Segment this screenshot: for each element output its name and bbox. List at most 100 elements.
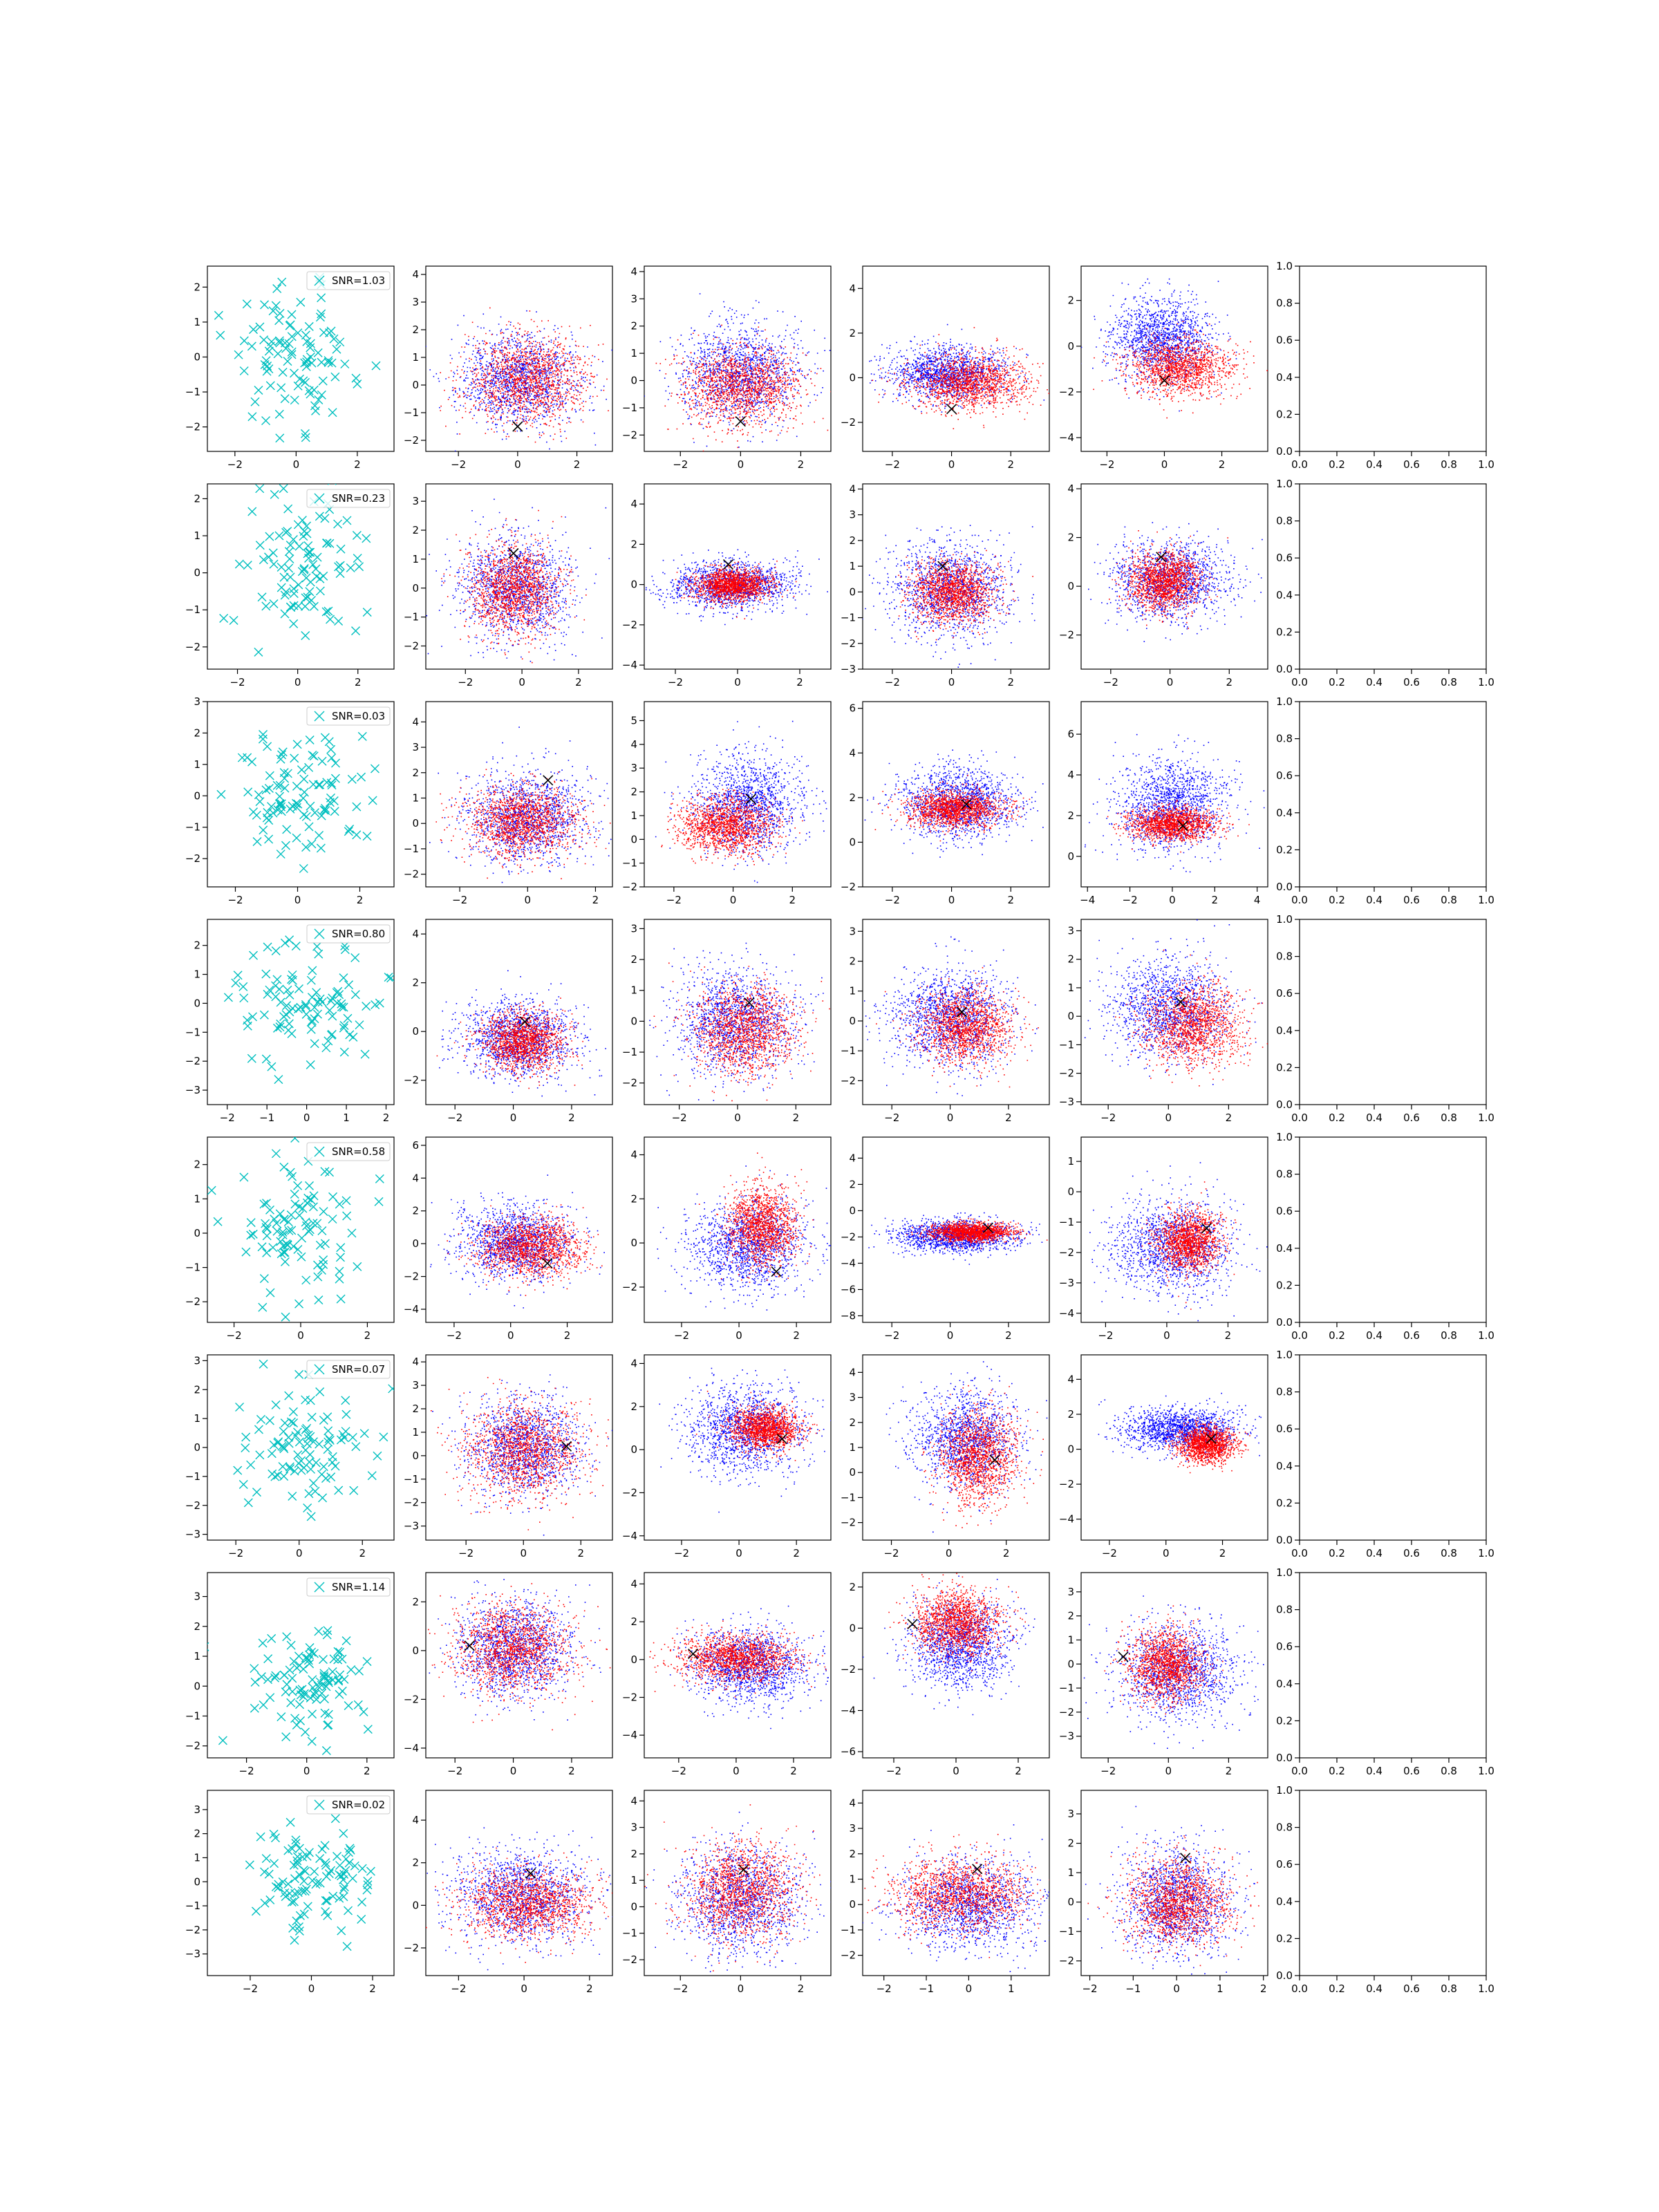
cloud-axes-xtick-label: 2 bbox=[796, 676, 803, 688]
signal-axes-ytick-label: 1 bbox=[194, 758, 200, 771]
empty-axes-ytick-label: 0.6 bbox=[1276, 1205, 1293, 1217]
cloud-axes-xtick-label: 0 bbox=[735, 1547, 742, 1559]
cloud-axes-ytick-label: 0 bbox=[630, 1237, 637, 1249]
cloud-axes-ytick-label: −1 bbox=[841, 1924, 856, 1936]
empty-axes-xtick-label: 0.8 bbox=[1441, 894, 1457, 906]
empty-axes-ytick-label: 0.2 bbox=[1276, 626, 1293, 638]
cloud-axes-xtick-label: 2 bbox=[1005, 1329, 1012, 1342]
signal-axes-xtick-label: −2 bbox=[243, 1983, 258, 1995]
cloud-axes-ytick-label: −2 bbox=[841, 1517, 856, 1529]
empty-axes-xtick-label: 1.0 bbox=[1478, 1329, 1494, 1342]
empty-axes-xtick-label: 1.0 bbox=[1478, 894, 1494, 906]
empty-axes-xtick-label: 0.0 bbox=[1291, 1547, 1308, 1559]
cloud-axes-ytick-label: −2 bbox=[1059, 386, 1074, 398]
cloud-axes-ytick-label: −4 bbox=[841, 1257, 856, 1269]
cloud-axes-ytick-label: −1 bbox=[841, 1491, 856, 1503]
cloud-axes-ytick-label: 2 bbox=[412, 1205, 419, 1217]
empty-axes-ytick-label: 1.0 bbox=[1276, 1349, 1293, 1361]
signal-legend: SNR=0.80 bbox=[307, 925, 390, 943]
cloud-axes-xtick-label: 2 bbox=[574, 458, 581, 471]
cloud-axes-xtick-label: 0 bbox=[947, 1329, 954, 1342]
empty-axes-xtick-label: 0.8 bbox=[1441, 676, 1457, 688]
empty-axes-ytick-label: 0.2 bbox=[1276, 1714, 1293, 1727]
empty-axes-ytick-label: 0.4 bbox=[1276, 371, 1293, 384]
cloud-axes-xtick-label: −2 bbox=[458, 1547, 474, 1559]
signal-axes-xtick-label: 0 bbox=[297, 1329, 304, 1342]
empty-axes-ytick-label: 0.4 bbox=[1276, 1024, 1293, 1037]
cloud-axes-xtick-label: −2 bbox=[672, 1112, 687, 1124]
signal-axes-xtick-label: 0 bbox=[293, 458, 300, 471]
signal-legend: SNR=0.03 bbox=[307, 707, 390, 725]
cloud-axes-ytick-label: 1 bbox=[630, 984, 637, 997]
cloud-axes-ytick-label: 2 bbox=[412, 1403, 419, 1415]
cloud-axes-xtick-label: −2 bbox=[451, 458, 466, 471]
cloud-axes-xtick-label: −2 bbox=[452, 894, 467, 906]
cloud-axes-ytick-label: −2 bbox=[841, 1663, 856, 1676]
cloud-axes-ytick-label: 0 bbox=[1067, 1185, 1074, 1198]
empty-axes-xtick-label: 0.6 bbox=[1403, 894, 1420, 906]
cloud-axes-ytick-label: 0 bbox=[1067, 1010, 1074, 1022]
cloud-axes-xtick-label: −4 bbox=[1080, 894, 1095, 906]
cloud-axes-ytick-label: 0 bbox=[412, 379, 419, 391]
empty-axes-xtick-label: 0.0 bbox=[1291, 1983, 1308, 1995]
signal-axes-xtick-label: 0 bbox=[296, 1547, 303, 1559]
cloud-axes-ytick-label: 0 bbox=[849, 1622, 856, 1634]
empty-axes-ytick-label: 0.8 bbox=[1276, 950, 1293, 963]
cloud-axes-ytick-label: −2 bbox=[622, 1486, 637, 1499]
cloud-axes-ytick-label: −6 bbox=[841, 1283, 856, 1295]
cloud-axes-ytick-label: −2 bbox=[404, 1271, 419, 1283]
signal-axes-ytick-label: −2 bbox=[185, 1924, 200, 1936]
cloud-axes-ytick-label: 2 bbox=[412, 324, 419, 336]
cloud-axes-xtick-label: 0 bbox=[521, 1983, 527, 1995]
legend-label: SNR=0.02 bbox=[332, 1799, 385, 1811]
signal-axes-ytick-label: 1 bbox=[194, 1412, 200, 1425]
cloud-axes-xtick-label: 0 bbox=[1173, 1983, 1180, 1995]
cloud-axes-ytick-label: 0 bbox=[849, 836, 856, 848]
signal-axes-ytick-label: 1 bbox=[194, 1851, 200, 1864]
cloud-axes-xtick-label: 2 bbox=[575, 676, 582, 688]
cloud-axes-ytick-label: 0 bbox=[630, 1900, 637, 1913]
cloud-axes-ytick-label: −4 bbox=[404, 1742, 419, 1754]
empty-axes-ytick-label: 0.4 bbox=[1276, 1895, 1293, 1908]
signal-axes-ytick-label: 1 bbox=[194, 968, 200, 981]
cloud-axes-ytick-label: 5 bbox=[630, 714, 637, 727]
cloud-axes-ytick-label: 4 bbox=[849, 747, 856, 759]
signal-axes-ytick-label: −1 bbox=[185, 1470, 200, 1483]
cloud-axes-xtick-label: −1 bbox=[1125, 1983, 1141, 1995]
empty-axes-xtick-label: 0.0 bbox=[1291, 458, 1308, 471]
cloud-axes-xtick-label: 0 bbox=[1167, 676, 1174, 688]
cloud-axes-xtick-label: −2 bbox=[674, 1329, 689, 1342]
empty-axes-xtick-label: 1.0 bbox=[1478, 1547, 1494, 1559]
cloud-axes-xtick-label: 0 bbox=[1163, 1547, 1170, 1559]
cloud-axes-ytick-label: −2 bbox=[841, 1949, 856, 1962]
cloud-axes-xtick-label: 1 bbox=[1217, 1983, 1224, 1995]
signal-axes-ytick-label: 0 bbox=[194, 350, 200, 363]
cloud-axes-ytick-label: −2 bbox=[622, 429, 637, 441]
empty-axes-ytick-label: 0.8 bbox=[1276, 733, 1293, 745]
cloud-axes-ytick-label: 4 bbox=[630, 498, 637, 510]
cloud-axes-ytick-label: −2 bbox=[622, 1281, 637, 1293]
empty-axes-xtick-label: 0.6 bbox=[1403, 1547, 1420, 1559]
cloud-axes-xtick-label: 2 bbox=[1008, 676, 1015, 688]
cloud-axes-ytick-label: 2 bbox=[412, 1857, 419, 1869]
cloud-axes-ytick-label: −1 bbox=[1059, 1038, 1074, 1051]
cloud-axes-ytick-label: 1 bbox=[849, 1441, 856, 1454]
cloud-axes-xtick-label: −2 bbox=[671, 1765, 686, 1777]
cloud-axes-ytick-label: 0 bbox=[849, 1015, 856, 1027]
legend-label: SNR=0.07 bbox=[332, 1363, 385, 1376]
cloud-axes-ytick-label: 2 bbox=[630, 538, 637, 550]
cloud-axes-xtick-label: −2 bbox=[1123, 894, 1138, 906]
cloud-axes-ytick-label: −2 bbox=[841, 1074, 856, 1087]
empty-axes-ytick-label: 0.8 bbox=[1276, 1604, 1293, 1616]
cloud-axes-xtick-label: 2 bbox=[1008, 894, 1015, 906]
cloud-axes-xtick-label: −2 bbox=[884, 1112, 899, 1124]
empty-axes-xtick-label: 0.8 bbox=[1441, 1329, 1457, 1342]
cloud-axes-ytick-label: 4 bbox=[412, 928, 419, 940]
legend-label: SNR=1.14 bbox=[332, 1581, 385, 1593]
empty-axes-xtick-label: 0.2 bbox=[1329, 1765, 1345, 1777]
cloud-axes-ytick-label: 1 bbox=[1067, 982, 1074, 994]
empty-axes-ytick-label: 0.4 bbox=[1276, 1678, 1293, 1690]
cloud-axes-xtick-label: −2 bbox=[668, 676, 683, 688]
empty-axes-ytick-label: 0.0 bbox=[1276, 1534, 1293, 1546]
signal-axes-xtick-label: −2 bbox=[220, 1112, 235, 1124]
